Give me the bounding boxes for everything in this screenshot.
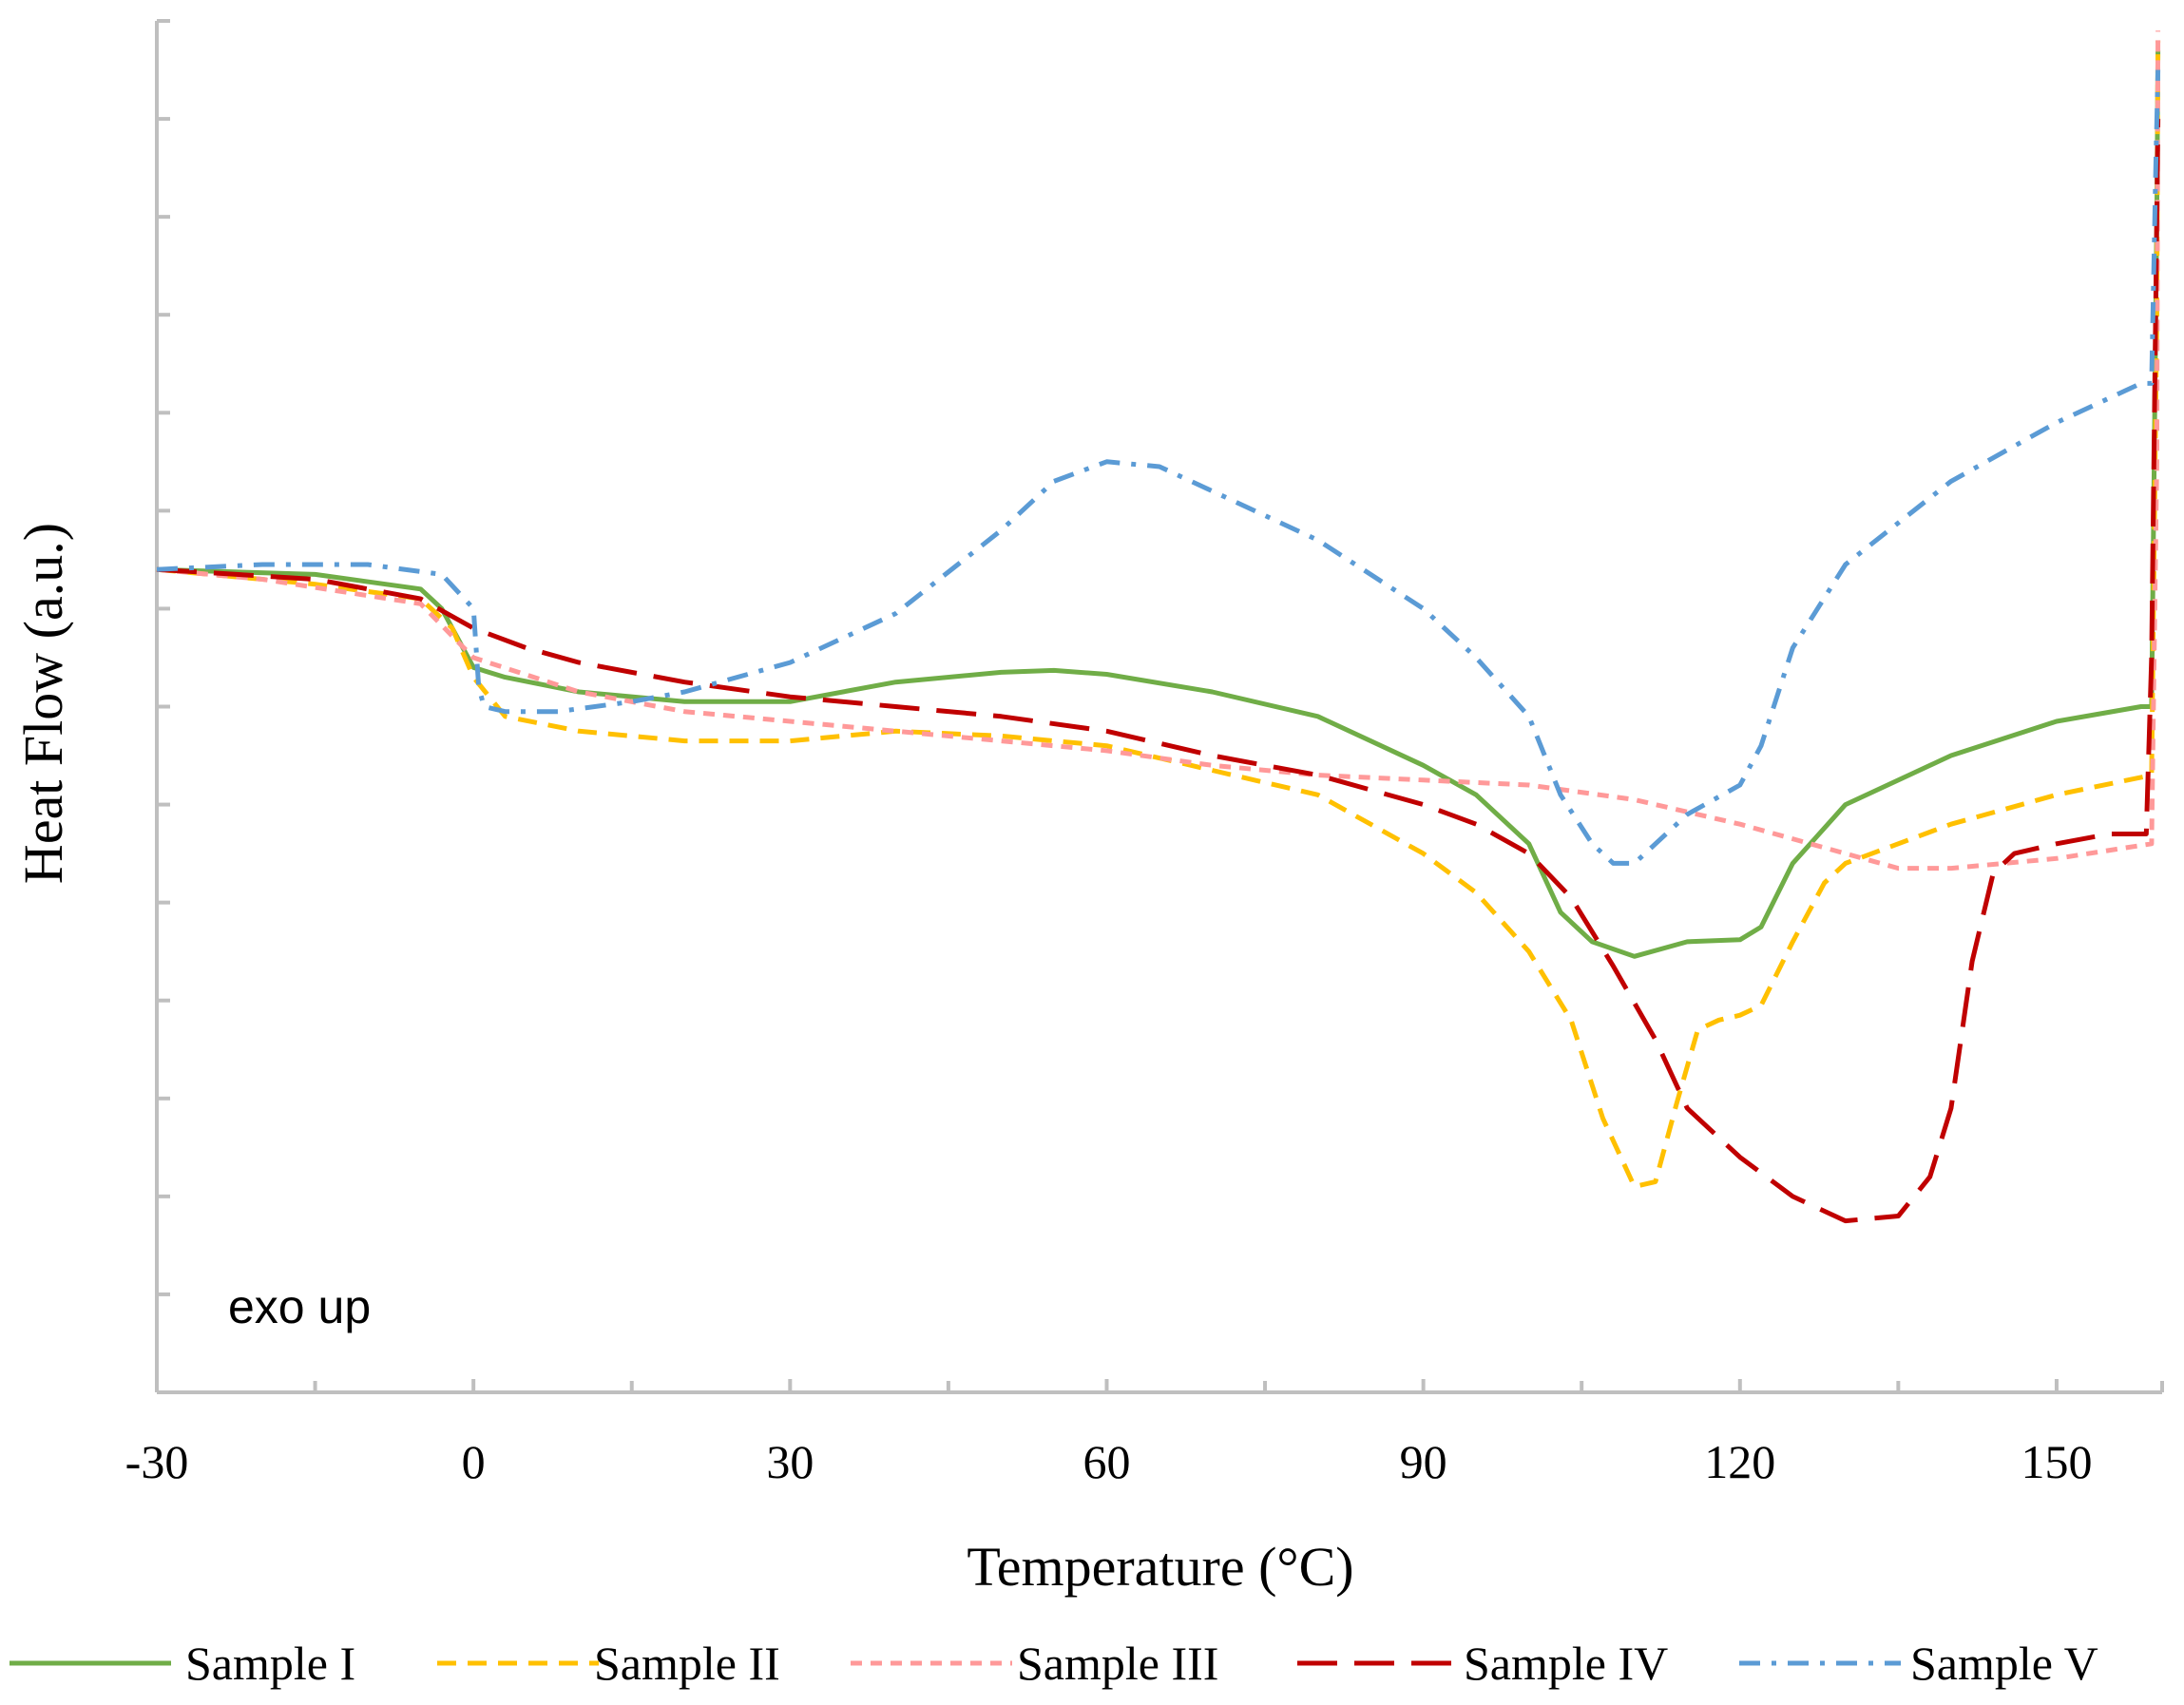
x-tick-label-3: 60 (1082, 1435, 1130, 1488)
legend-label-2: Sample II (594, 1637, 780, 1690)
y-axis-title: Heat Flow (a.u.) (12, 523, 74, 884)
x-tick-label-5: 120 (1704, 1435, 1775, 1488)
legend-label-4: Sample IV (1464, 1637, 1668, 1690)
legend-label-1: Sample I (185, 1637, 355, 1690)
x-tick-label-1: 0 (462, 1435, 486, 1488)
x-tick-label-0: -30 (125, 1435, 189, 1488)
series-line-2 (156, 40, 2161, 1189)
series-line-5 (156, 69, 2161, 866)
legend: Sample I Sample II Sample III Sample IV Samp… (10, 1637, 2098, 1690)
legend-label-3: Sample III (1017, 1637, 1218, 1690)
series-line-4 (156, 119, 2161, 1224)
x-axis-title: Temperature (°C) (967, 1536, 1353, 1598)
axes: -30 0 30 60 90 120 150 (125, 19, 2164, 1488)
series-line-3 (156, 30, 2161, 872)
x-tick-label-2: 30 (766, 1435, 814, 1488)
x-ticks (155, 1379, 2164, 1392)
x-tick-label-6: 150 (2021, 1435, 2092, 1488)
legend-label-5: Sample V (1910, 1637, 2098, 1690)
series-group (156, 30, 2161, 1224)
x-tick-label-4: 90 (1400, 1435, 1447, 1488)
series-line-1 (156, 49, 2161, 959)
y-ticks (157, 19, 170, 1394)
x-tick-labels: -30 0 30 60 90 120 150 (125, 1435, 2093, 1488)
exo-up-annotation: exo up (228, 1280, 371, 1333)
